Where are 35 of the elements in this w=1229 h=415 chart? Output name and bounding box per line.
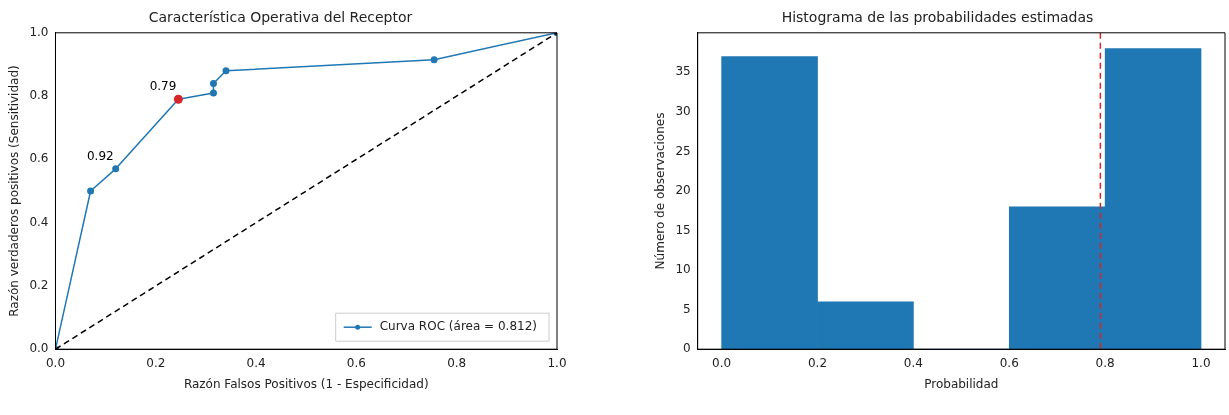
y-tick-label: 1.0 [29,24,49,39]
x-tick-label: 0.0 [45,355,66,370]
y-tick-label: 35 [675,64,691,79]
x-tick-label: 0.8 [447,355,467,370]
x-axis-title: Razón Falsos Positivos (1 - Especificidad) [183,376,429,391]
y-axis-title: Número de observaciones [653,112,668,270]
x-tick-label: 0.4 [903,355,923,370]
x-tick-label: 1.0 [1191,355,1211,370]
x-tick-label: 0.8 [1095,355,1115,370]
legend-label: Curva ROC (área = 0.812) [379,319,537,334]
y-tick-label: 0.4 [29,214,49,229]
y-tick-label: 20 [675,183,691,198]
x-tick-label: 1.0 [547,355,567,370]
x-tick-label: 0.4 [246,355,266,370]
y-tick-label: 10 [675,262,691,277]
x-tick-label: 0.2 [146,355,166,370]
y-tick-label: 0 [683,341,691,356]
y-tick-label: 0.0 [29,341,49,356]
chart-title: Característica Operativa del Receptor [148,9,413,26]
y-tick-label: 5 [683,301,691,316]
y-tick-label: 0.8 [29,88,49,103]
y-tick-label: 30 [675,104,691,119]
chart-title: Histograma de las probabilidades estimadas [781,9,1094,26]
annotation: 0.92 [86,148,114,163]
y-tick-label: 0.6 [29,151,49,166]
y-axis-title: Razón verdaderos positivos (Sensitividad) [7,65,22,317]
x-tick-label: 0.6 [999,355,1019,370]
x-tick-label: 0.6 [346,355,366,370]
x-tick-label: 0.2 [807,355,828,370]
y-tick-label: 25 [675,143,691,158]
x-axis-title: Probabilidad [924,376,999,391]
y-tick-label: 0.2 [29,278,49,293]
x-tick-label: 0.0 [712,355,732,370]
y-tick-label: 15 [675,222,691,237]
annotation: 0.79 [149,79,177,94]
